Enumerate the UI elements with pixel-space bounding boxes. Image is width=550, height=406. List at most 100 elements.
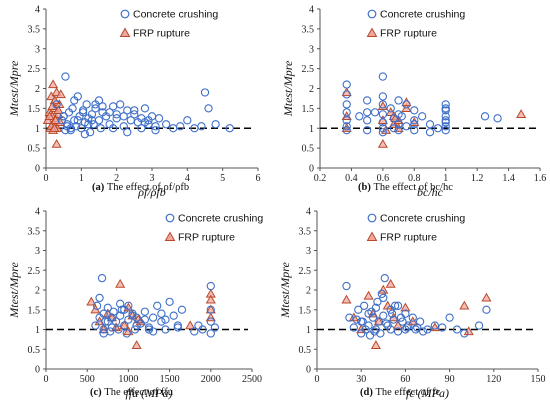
- concrete-crushing-point: [86, 128, 95, 137]
- concrete-crushing-point: [349, 323, 358, 332]
- y-tick-label: 2: [306, 286, 311, 297]
- concrete-crushing-point: [73, 116, 82, 125]
- concrete-crushing-point: [342, 122, 351, 131]
- concrete-crushing-point: [387, 309, 397, 318]
- y-tick-label: 2.5: [28, 266, 41, 277]
- y-tick-label: 3: [306, 246, 311, 257]
- concrete-crushing-point: [378, 110, 388, 119]
- concrete-crushing-point: [153, 301, 162, 310]
- concrete-crushing-point: [445, 313, 454, 322]
- concrete-crushing-point: [415, 317, 425, 326]
- concrete-crushing-point: [165, 297, 174, 306]
- concrete-crushing-point: [204, 104, 213, 113]
- concrete-crushing-point: [108, 124, 118, 133]
- concrete-crushing-point: [211, 120, 220, 129]
- frp-rupture-point: [341, 294, 352, 304]
- x-tick-label: 0.2: [314, 173, 327, 184]
- x-tick-label: 5: [220, 173, 225, 184]
- concrete-crushing-point: [99, 329, 108, 338]
- concrete-crushing-point: [140, 315, 150, 324]
- concrete-crushing-point: [70, 96, 79, 105]
- concrete-crushing-point: [103, 303, 112, 312]
- concrete-crushing-point: [359, 301, 369, 310]
- concrete-crushing-point: [425, 128, 435, 137]
- concrete-crushing-point: [119, 112, 128, 121]
- concrete-crushing-point: [378, 100, 388, 109]
- legend-label-frp: FRP rupture: [133, 28, 190, 40]
- y-tick-label: 2: [309, 84, 314, 95]
- concrete-crushing-point: [161, 325, 170, 334]
- y-tick-label: 1.5: [28, 305, 41, 316]
- concrete-crushing-point: [197, 122, 206, 131]
- x-tick-label: 1.6: [534, 173, 547, 184]
- concrete-crushing-point: [354, 305, 363, 314]
- concrete-crushing-point: [140, 104, 150, 113]
- concrete-crushing-point: [144, 116, 153, 125]
- y-tick-label: 4: [309, 5, 314, 16]
- panel-caption: (a) The effect of ρf/ρfb: [92, 182, 189, 193]
- y-tick-label: 0: [35, 365, 40, 376]
- concrete-crushing-point: [410, 116, 419, 125]
- x-tick-label: 6: [256, 173, 261, 184]
- frp-rupture-point: [86, 296, 97, 306]
- concrete-crushing-point: [114, 325, 123, 334]
- concrete-crushing-point: [225, 124, 234, 133]
- x-tick-label: 1000: [118, 374, 138, 385]
- concrete-crushing-point: [386, 325, 395, 334]
- panel-caption: (d) The effect of fc: [360, 387, 441, 398]
- panel-caption: (c) The effect of ffu: [90, 387, 174, 398]
- y-tick-label: 3: [35, 246, 40, 257]
- x-tick-label: 30: [356, 374, 366, 385]
- concrete-crushing-point: [362, 116, 372, 125]
- concrete-crushing-point: [411, 325, 420, 334]
- frp-rupture-point: [55, 89, 66, 99]
- concrete-crushing-point: [176, 122, 185, 131]
- concrete-crushing-point: [438, 323, 447, 332]
- concrete-crushing-point: [358, 317, 367, 326]
- concrete-crushing-point: [379, 311, 388, 320]
- frp-rupture-point: [382, 300, 393, 310]
- concrete-crushing-point: [169, 311, 178, 320]
- legend: Concrete crushing FRP rupture: [164, 213, 263, 244]
- concrete-crushing-point: [373, 297, 382, 306]
- concrete-crushing-point: [151, 126, 160, 135]
- concrete-crushing-point: [402, 100, 411, 109]
- concrete-crushing-point: [397, 112, 406, 121]
- x-axis-label: ρf/ρfb: [137, 185, 166, 199]
- frp-rupture-point: [459, 300, 470, 310]
- legend-label-concrete: Concrete crushing: [133, 9, 218, 21]
- concrete-crushing-point: [410, 106, 419, 115]
- concrete-crushing-point: [342, 90, 351, 99]
- x-tick-label: 2500: [242, 374, 262, 385]
- frp-rupture-point: [115, 278, 126, 288]
- legend-triangle-icon: [366, 231, 378, 241]
- concrete-crushing-point: [493, 114, 502, 123]
- concrete-crushing-point: [161, 120, 171, 129]
- concrete-crushing-point: [144, 325, 154, 334]
- frp-rupture-point: [516, 109, 527, 118]
- concrete-crushing-point: [370, 108, 380, 117]
- concrete-crushing-point: [157, 309, 166, 318]
- y-tick-label: 2: [35, 84, 40, 95]
- concrete-crushing-point: [132, 321, 141, 330]
- concrete-crushing-point: [132, 313, 141, 322]
- concrete-crushing-point: [97, 273, 107, 283]
- concrete-crushing-point: [404, 321, 413, 330]
- x-tick-label: 90: [445, 374, 455, 385]
- y-tick-label: 3.5: [299, 226, 312, 237]
- concrete-crushing-point: [342, 281, 351, 291]
- concrete-crushing-point: [389, 124, 399, 133]
- x-tick-label: 2000: [201, 374, 221, 385]
- frp-rupture-point: [400, 302, 411, 312]
- y-tick-label: 0: [309, 164, 314, 175]
- legend-label-concrete: Concrete crushing: [380, 9, 465, 21]
- concrete-crushing-point: [206, 281, 215, 291]
- concrete-crushing-point: [374, 317, 384, 326]
- concrete-crushing-point: [137, 124, 146, 133]
- concrete-crushing-point: [190, 327, 199, 336]
- concrete-crushing-point: [378, 118, 388, 127]
- concrete-crushing-point: [95, 293, 104, 303]
- legend-label-concrete: Concrete crushing: [380, 213, 465, 225]
- concrete-crushing-point: [423, 325, 432, 334]
- chart-panel-b: 0 0.5 1 1.5 2 2.5 3 3.5 4 0.2 0.4 0.6 0.8 1 1.2 1.4 1.6 C…: [281, 5, 546, 200]
